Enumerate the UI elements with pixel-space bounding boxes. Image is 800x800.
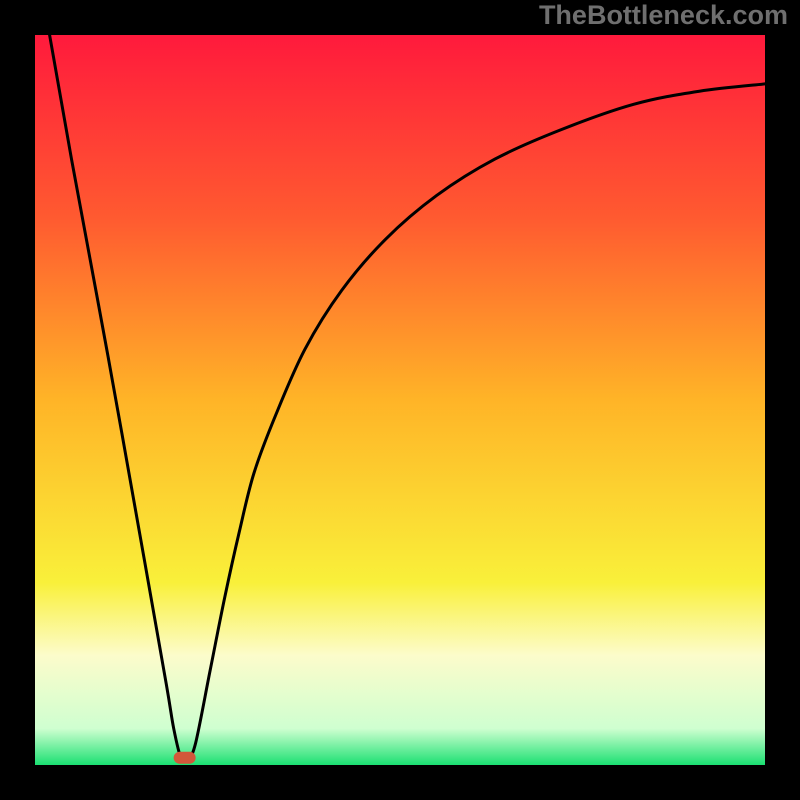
watermark-text: TheBottleneck.com	[539, 0, 788, 31]
optimal-point-marker	[174, 752, 196, 764]
chart-background	[35, 35, 765, 765]
bottleneck-chart	[0, 0, 800, 800]
chart-container: TheBottleneck.com	[0, 0, 800, 800]
